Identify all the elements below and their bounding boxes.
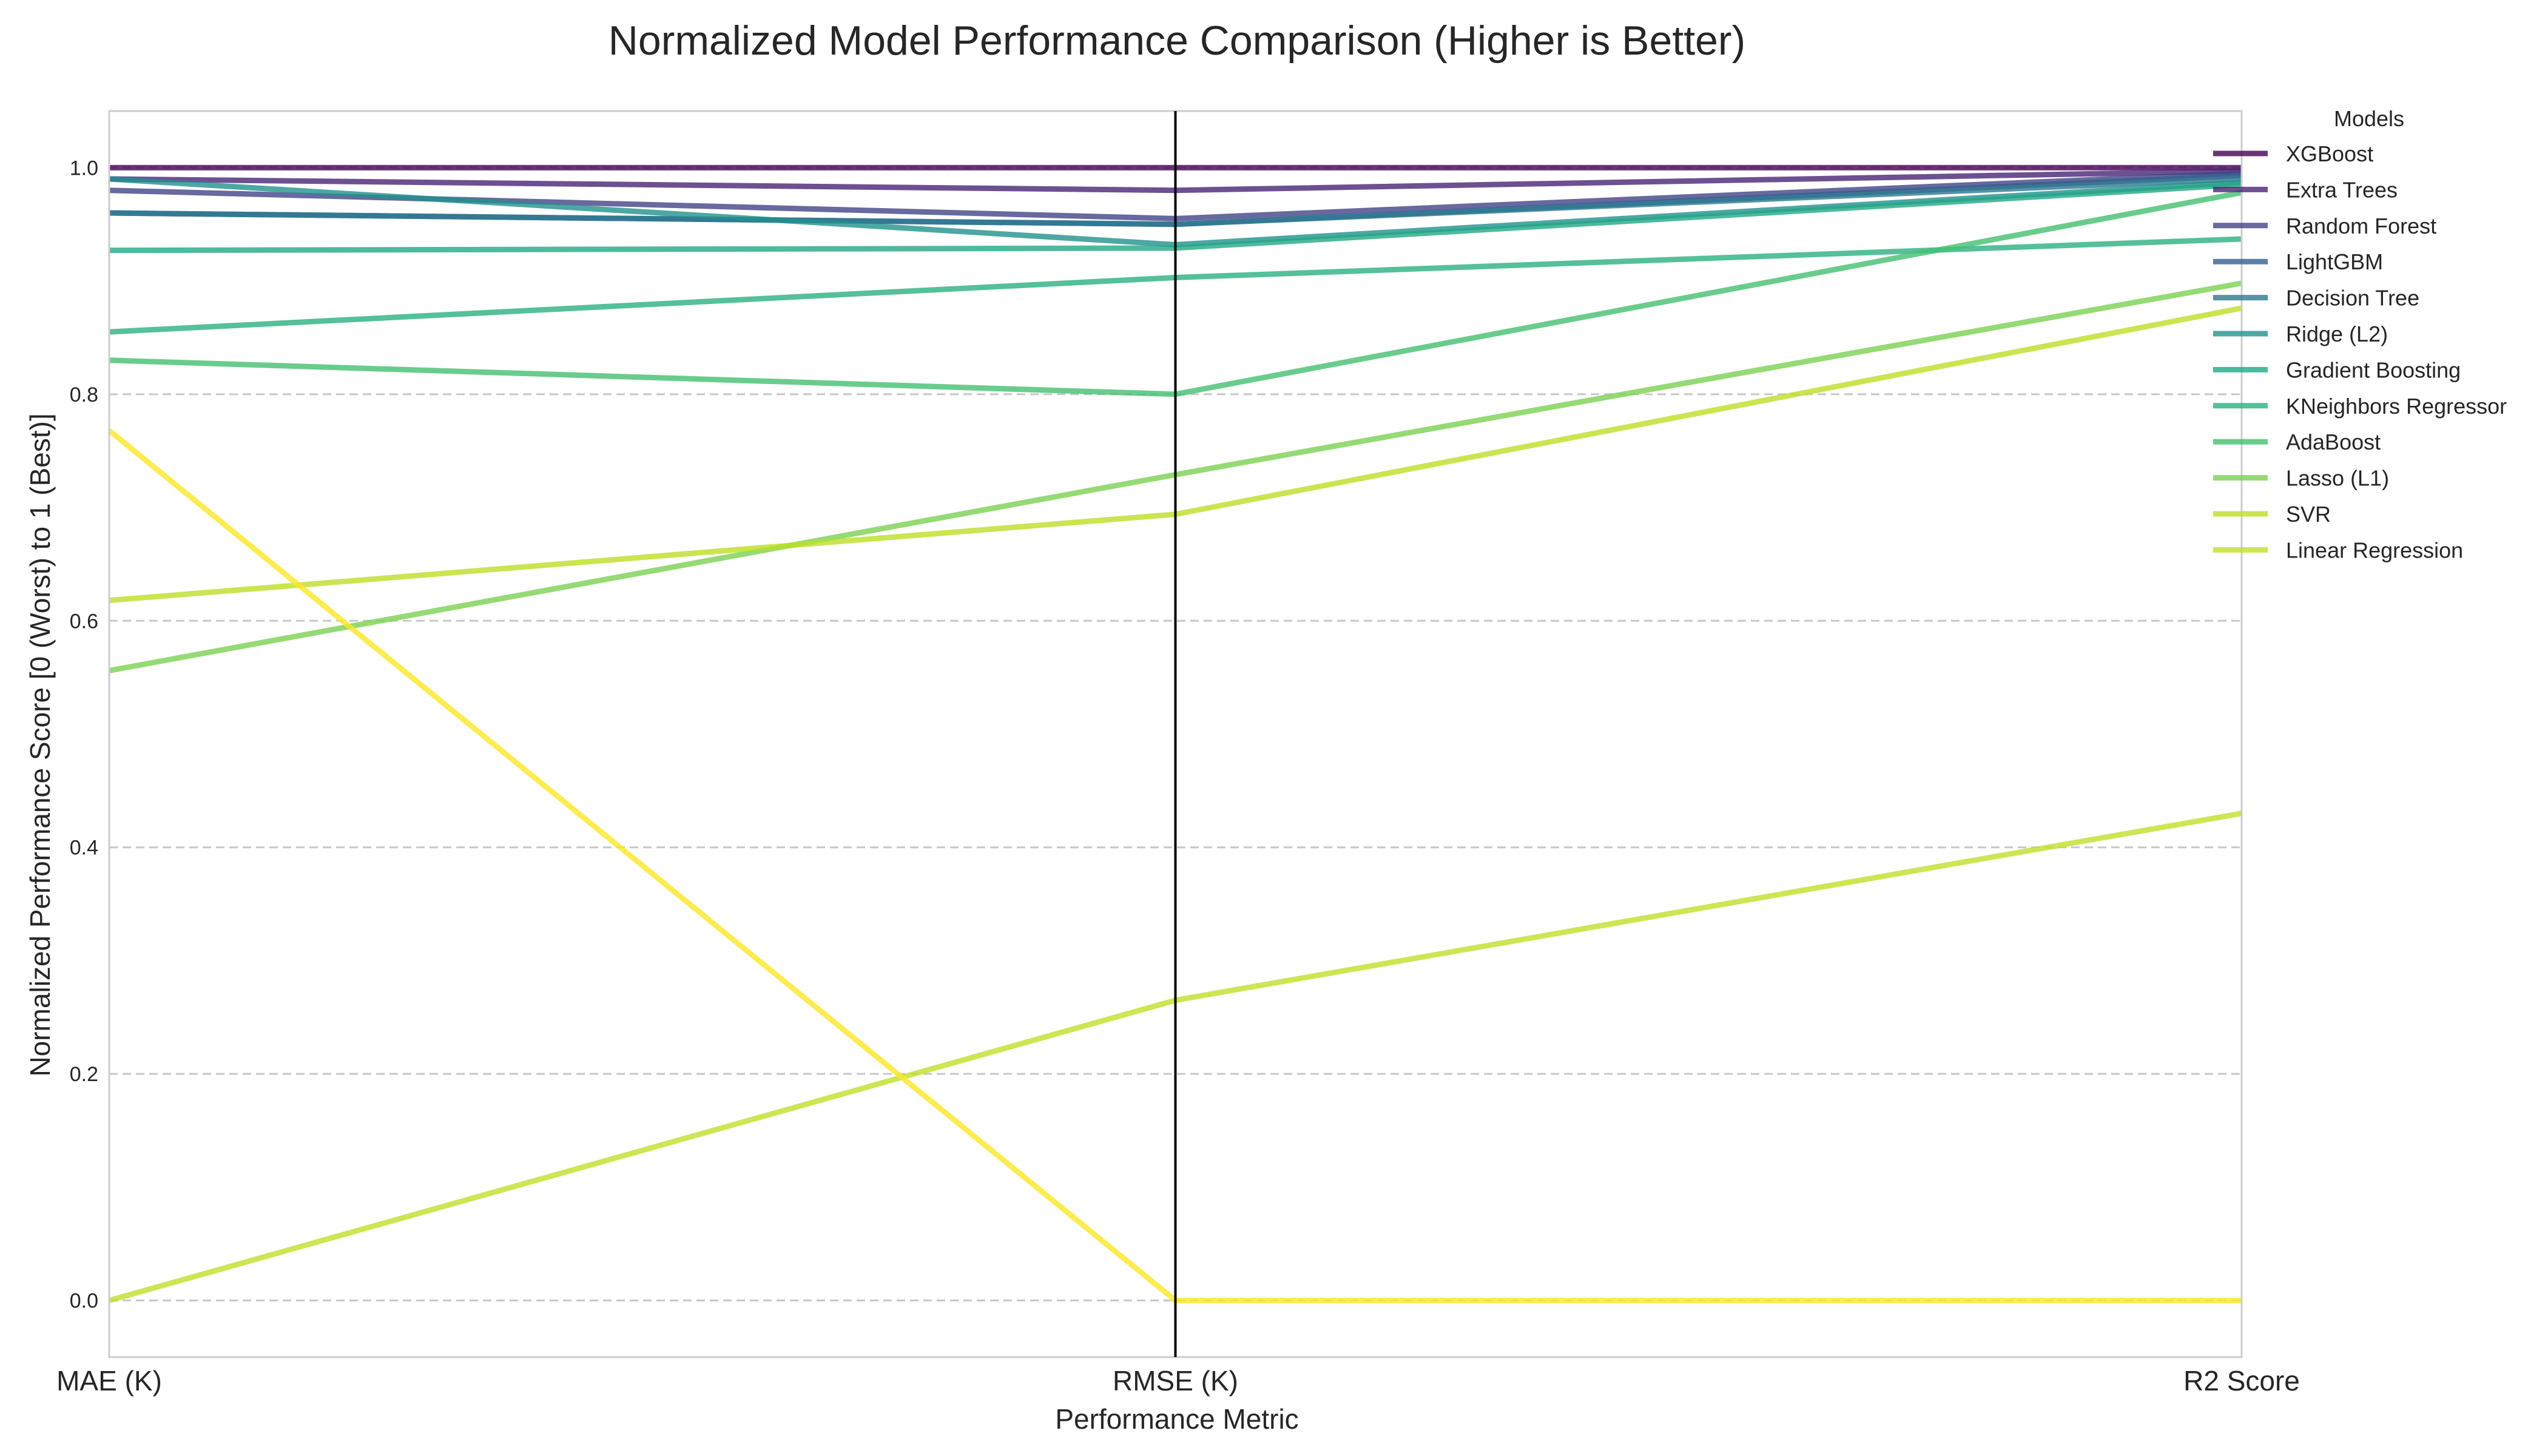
y-axis-label: Normalized Performance Score [0 (Worst) … [24,413,56,1076]
chart-title: Normalized Model Performance Comparison … [608,18,1745,64]
x-axis-label: Performance Metric [1055,1403,1298,1435]
legend-label: Ridge (L2) [2286,322,2388,346]
x-tick-label: RMSE (K) [1113,1365,1238,1397]
legend-label: Random Forest [2286,214,2436,238]
legend-label: LightGBM [2286,249,2383,274]
axes-layer: 0.0 0.2 0.4 0.6 0.8 1.0 MAE (K) RMSE (K) R2 Scor… [56,111,2300,1397]
legend-label: Linear Regression [2286,538,2463,562]
legend-label: AdaBoost [2286,430,2381,454]
legend-label: Lasso (L1) [2286,466,2389,491]
legend-title: Models [2334,106,2404,131]
y-tick-label: 0.2 [70,1063,98,1086]
y-tick-label: 0.4 [70,837,98,860]
legend-label: Extra Trees [2286,177,2398,202]
legend-label: SVR [2286,502,2331,527]
legend-label: XGBoost [2286,141,2373,166]
y-tick-label: 0.8 [70,383,98,406]
x-tick-label: MAE (K) [56,1365,162,1397]
legend-label: Decision Tree [2286,286,2419,311]
y-tick-label: 0.0 [70,1290,98,1313]
x-tick-label: R2 Score [2183,1365,2300,1397]
y-tick-label: 1.0 [70,157,98,180]
y-tick-label: 0.6 [70,610,98,633]
legend: Models XGBoost Extra Trees Random Forest Li… [2213,106,2507,562]
legend-label: KNeighbors Regressor [2286,394,2507,419]
legend-label: Gradient Boosting [2286,357,2461,382]
